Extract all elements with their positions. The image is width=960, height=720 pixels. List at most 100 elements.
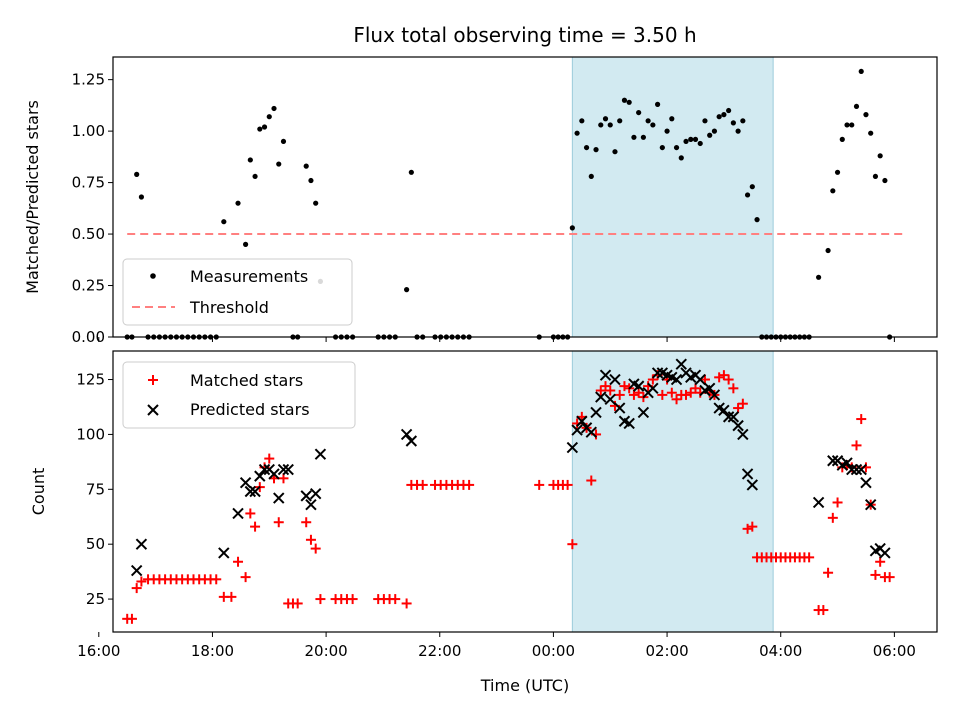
bottom-panel: 25 50 75 100 125 16:00 18:00 20:00 22:00 00:00 02… — [29, 350, 938, 695]
measurement-point — [654, 101, 661, 107]
matched-star-point — [595, 385, 606, 396]
measurement-point — [574, 130, 580, 136]
bottom-ytick-label: 100 — [76, 425, 105, 443]
measurement-point — [579, 118, 585, 124]
predicted-star-point — [268, 468, 280, 480]
measurement-point — [721, 112, 727, 118]
measurement-point — [692, 136, 699, 142]
predicted-star-point — [737, 428, 749, 441]
measurement-point — [602, 116, 609, 122]
matched-star-point — [619, 381, 630, 392]
matched-star-point — [264, 453, 275, 464]
predicted-star-point — [846, 463, 858, 476]
measurement-point — [726, 107, 732, 114]
legend-matched-plus — [148, 375, 158, 385]
predicted-star-point — [841, 457, 853, 469]
predicted-star-point — [239, 477, 252, 489]
predicted-star-point — [703, 382, 716, 395]
measurement-point — [744, 192, 751, 198]
measurement-point — [688, 136, 694, 142]
measurement-point — [134, 171, 140, 177]
measurement-point — [242, 241, 249, 247]
predicted-star-point — [277, 463, 290, 476]
matched-star-point — [614, 389, 625, 400]
predicted-star-point — [258, 463, 271, 476]
measurement-point — [235, 200, 241, 206]
matched-star-point — [818, 605, 829, 616]
measurement-point — [617, 118, 623, 124]
matched-star-point — [832, 497, 843, 508]
x-axis-label: Time (UTC) — [480, 676, 569, 695]
matched-star-point — [600, 381, 611, 392]
measurement-point — [882, 177, 888, 184]
predicted-star-point — [675, 358, 687, 370]
measurement-point — [607, 122, 613, 128]
matched-star-point — [685, 387, 696, 398]
matched-star-points — [122, 370, 895, 624]
matched-star-point — [827, 512, 838, 523]
measurement-point — [261, 124, 268, 130]
bottom-ytick-label: 75 — [86, 480, 105, 498]
predicted-star-point — [249, 485, 261, 498]
matched-star-point — [884, 572, 895, 583]
matched-star-point — [747, 521, 758, 532]
predicted-star-point — [850, 463, 863, 476]
matched-star-point — [681, 389, 692, 400]
measurement-point — [830, 188, 836, 194]
measurement-point — [834, 169, 841, 175]
measurement-point — [816, 274, 822, 280]
matched-star-point — [647, 374, 658, 385]
measurement-point — [868, 130, 874, 136]
matched-star-point — [586, 475, 597, 486]
matched-star-point — [714, 372, 725, 383]
measurement-point — [673, 144, 680, 151]
matched-star-point — [273, 517, 284, 528]
xtick-label: 22:00 — [418, 642, 461, 660]
matched-star-point — [245, 508, 256, 519]
legend-predicted-marker — [147, 404, 159, 416]
measurement-point — [863, 112, 869, 118]
matched-star-point — [628, 389, 639, 400]
matched-star-point — [126, 613, 137, 624]
predicted-star-point — [637, 406, 650, 419]
measurement-point — [612, 149, 618, 155]
top-shaded-region — [571, 56, 774, 338]
measurement-point — [659, 144, 665, 151]
predicted-star-point — [232, 507, 244, 520]
measurement-point — [664, 128, 670, 134]
matched-star-point — [240, 572, 251, 583]
measurement-point — [735, 128, 741, 134]
matched-star-point — [401, 598, 412, 609]
legend-predicted-label: Predicted stars — [190, 400, 310, 419]
matched-star-point — [278, 473, 289, 484]
predicted-star-point — [722, 411, 735, 423]
legend-measurements-label: Measurements — [190, 267, 308, 286]
xtick-label: 18:00 — [191, 642, 234, 660]
predicted-star-point — [647, 382, 659, 395]
predicted-star-point — [254, 470, 266, 482]
measurement-point — [730, 120, 736, 126]
bottom-x-axis: 16:00 18:00 20:00 22:00 00:00 02:00 04:00 06:00 — [77, 632, 916, 660]
matched-star-point — [390, 594, 401, 605]
predicted-star-point — [571, 424, 583, 436]
bottom-axes-frame — [112, 350, 938, 633]
predicted-star-point — [595, 391, 607, 403]
predicted-star-point — [746, 479, 759, 491]
measurement-point — [247, 157, 253, 163]
predicted-star-point — [305, 498, 317, 511]
predicted-star-point — [604, 393, 616, 406]
predicted-star-point — [282, 463, 294, 476]
matched-star-point — [690, 383, 701, 394]
top-ytick-label: 0.75 — [72, 174, 105, 192]
predicted-star-point — [855, 463, 867, 476]
top-y-axis-label: Matched/Predicted stars — [23, 100, 42, 294]
matched-star-point — [131, 583, 142, 594]
matched-star-point — [301, 517, 312, 528]
measurement-point — [598, 122, 604, 128]
measurement-point — [138, 194, 145, 200]
measurement-point — [252, 173, 258, 180]
top-axes-frame — [112, 56, 938, 338]
matched-star-point — [567, 539, 578, 550]
